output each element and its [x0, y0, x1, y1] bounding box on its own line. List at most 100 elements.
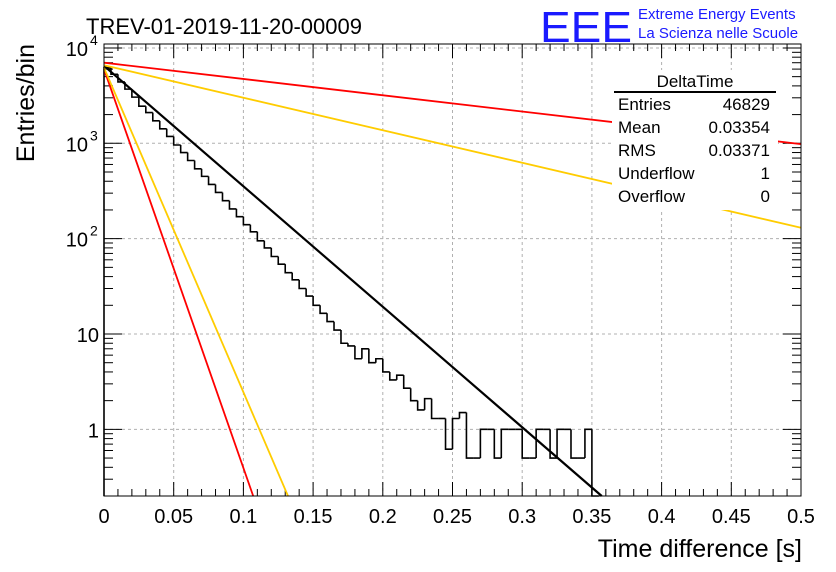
histogram-bin — [193, 160, 202, 170]
stats-value: 1 — [761, 164, 770, 183]
histogram-bin — [570, 429, 578, 459]
x-tick-label: 0.25 — [433, 506, 472, 528]
x-tick-label: 0.4 — [648, 506, 676, 528]
plot-frame — [103, 43, 802, 497]
chart-title: TREV-01-2019-11-20-00009 — [86, 14, 362, 39]
histogram-bin — [340, 330, 348, 345]
ticks — [103, 44, 802, 497]
histogram-bin — [326, 313, 335, 323]
histogram-bin — [430, 398, 439, 420]
x-tick-label: 0.45 — [712, 506, 751, 528]
eee-logo: EEE Extreme Energy Events La Scienza nel… — [540, 3, 798, 52]
histogram-bin — [249, 224, 258, 233]
y-tick-exponent: 4 — [90, 32, 98, 48]
histogram-bin — [228, 200, 237, 210]
x-tick-label: 0.05 — [154, 506, 193, 528]
stats-label: Overflow — [618, 187, 686, 206]
histogram-bin — [312, 296, 321, 307]
histogram-bin — [186, 152, 195, 162]
y-tick-label: 1 — [88, 420, 99, 442]
stats-label: RMS — [618, 141, 656, 160]
histogram-bin — [444, 418, 453, 450]
histogram-bin — [382, 358, 390, 373]
histogram-bin — [214, 184, 223, 194]
stats-value: 0.03354 — [709, 118, 770, 137]
histogram-bin — [291, 272, 300, 281]
logo-line1: Extreme Energy Events — [638, 6, 796, 23]
x-tick-label: 0.1 — [229, 506, 257, 528]
stats-label: Entries — [618, 95, 671, 114]
histogram-bin — [319, 305, 328, 315]
histogram-bin — [361, 347, 369, 359]
y-tick-label: 10 — [66, 230, 88, 252]
histogram-bin — [423, 397, 432, 410]
x-tick-label: 0.2 — [369, 506, 397, 528]
histogram-bin — [179, 144, 188, 154]
logo-line2: La Scienza nelle Scuole — [638, 25, 798, 42]
histogram-bin — [416, 400, 425, 411]
histogram-bin — [535, 428, 544, 459]
histogram-bin — [151, 112, 160, 122]
x-axis-title: Time difference [s] — [598, 535, 802, 563]
histogram-bin — [235, 208, 244, 218]
histogram-bin — [368, 348, 376, 364]
stats-value: 0 — [761, 187, 770, 206]
histogram-bin — [451, 417, 460, 450]
histogram-bin — [158, 120, 167, 130]
histogram-bin — [263, 240, 272, 249]
histogram-bin — [200, 168, 209, 178]
histogram-bin — [500, 428, 509, 459]
histogram-bin — [145, 106, 153, 114]
x-tick-label: 0 — [98, 506, 109, 528]
histogram-bin — [221, 192, 230, 202]
histogram-bin — [298, 279, 307, 290]
histogram-bin — [521, 429, 530, 459]
tick-labels: 0 0.05 0.1 0.15 0.2 0.25 0.3 0.35 0.4 0.45 0.51101… — [66, 32, 815, 528]
histogram-bin — [354, 345, 362, 360]
histogram-bin — [165, 128, 174, 138]
histogram-bin — [388, 371, 397, 381]
stats-label: Underflow — [618, 164, 695, 183]
fit-line — [103, 64, 603, 497]
y-tick-label: 10 — [66, 134, 88, 156]
histogram-bin — [458, 411, 467, 419]
y-tick-label: 10 — [66, 39, 88, 61]
logo-mark: EEE — [540, 3, 632, 52]
stats-box-name: DeltaTime — [657, 72, 734, 91]
histogram-bin — [110, 67, 118, 76]
stats-box-frame — [612, 70, 778, 210]
histogram-bin — [242, 216, 251, 226]
stats-box: DeltaTime Entries 46829 Mean 0.03354 RMS 0.03… — [612, 70, 778, 210]
histogram-bin — [138, 97, 146, 107]
histogram-bin — [347, 343, 355, 347]
x-tick-label: 0.5 — [787, 506, 815, 528]
histogram-bin — [284, 264, 293, 274]
fit-line — [103, 67, 289, 497]
fit-line — [103, 68, 255, 497]
histogram-bin — [256, 231, 265, 242]
y-axis-title: Entries/bin — [12, 44, 40, 162]
histogram-bin — [409, 388, 418, 402]
histogram-bin — [402, 375, 411, 390]
histogram-bin — [172, 136, 181, 146]
histogram-bin — [103, 66, 111, 496]
histogram-bin — [333, 321, 341, 331]
histogram-bin — [584, 428, 592, 459]
x-tick-label: 0.15 — [294, 506, 333, 528]
stats-label: Mean — [618, 118, 661, 137]
stats-value: 0.03371 — [709, 141, 770, 160]
y-tick-exponent: 2 — [90, 223, 98, 239]
histogram-bin — [277, 256, 286, 265]
histogram-bin — [465, 412, 474, 459]
histogram-bin — [556, 428, 565, 459]
y-tick-exponent: 3 — [90, 127, 98, 143]
histogram-bin — [305, 288, 314, 297]
histogram-bin — [549, 429, 558, 459]
x-tick-label: 0.35 — [572, 506, 611, 528]
histogram-bin — [375, 357, 383, 363]
histogram-bin — [395, 374, 404, 380]
stats-value: 46829 — [723, 95, 770, 114]
histogram-bin — [591, 429, 599, 497]
histogram-bin — [131, 89, 139, 98]
